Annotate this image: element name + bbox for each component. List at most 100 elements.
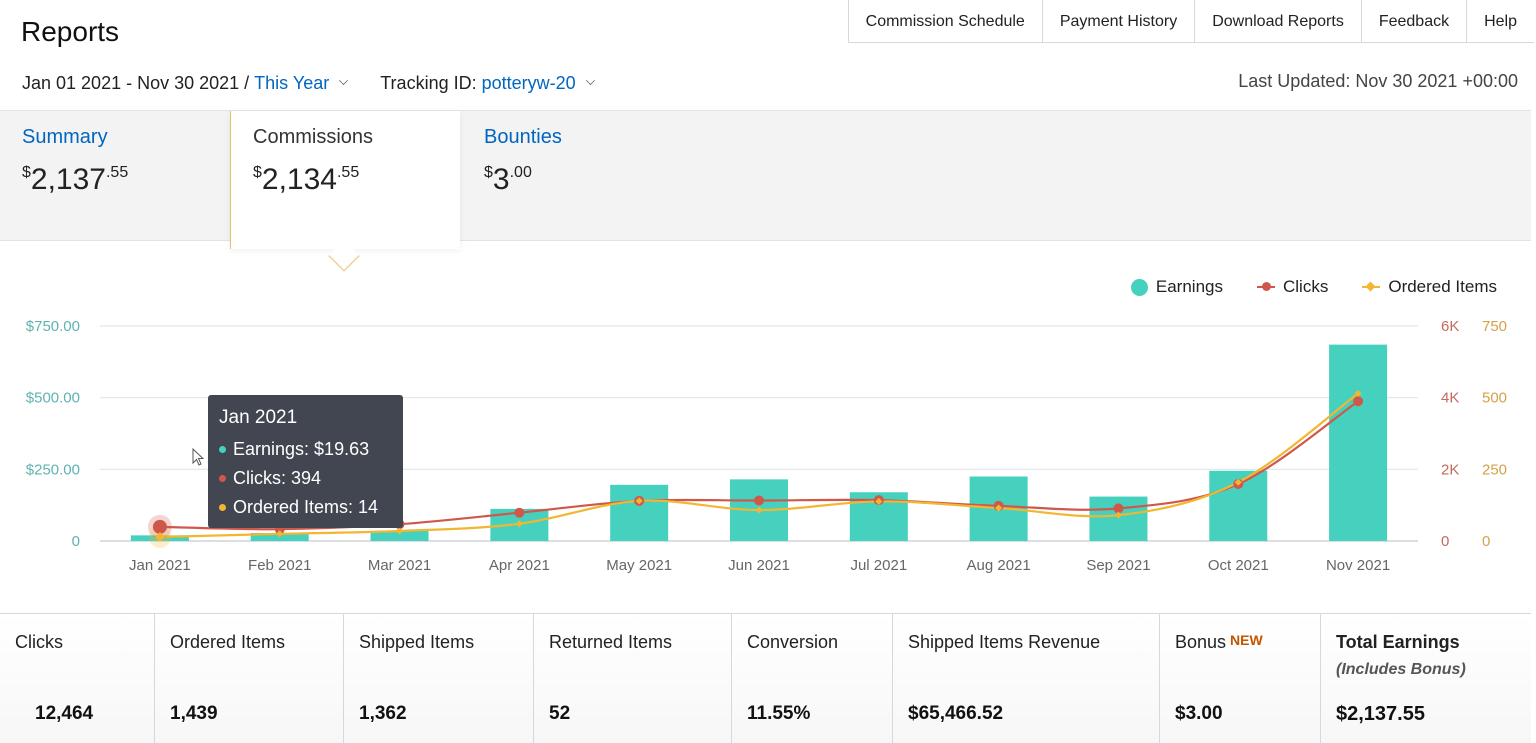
stat-bonus-value: $3.00 [1175,703,1223,724]
stat-shipped-revenue: Shipped Items Revenue $65,466.52 [893,614,1160,743]
ordered-dot-icon [219,504,226,511]
x-tick-label: Nov 2021 [1326,557,1390,574]
x-tick-label: Aug 2021 [967,557,1031,574]
commission-schedule-button[interactable]: Commission Schedule [849,0,1043,43]
ordered-items-point [755,506,763,514]
last-updated: Last Updated: Nov 30 2021 +00:00 [1238,71,1518,91]
earnings-dot-icon [219,446,226,453]
y-right-ordered-tick-label: 500 [1482,390,1507,407]
stat-conversion-value: 11.55% [747,703,811,724]
clicks-dot-icon [219,475,226,482]
x-tick-label: Sep 2021 [1086,557,1150,574]
ordered-items-point [635,497,643,505]
x-tick-label: Mar 2021 [368,557,431,574]
x-tick-label: Apr 2021 [489,557,550,574]
stat-ordered-label: Ordered Items [170,632,286,652]
y-left-tick-label: $500.00 [26,390,80,407]
page-title: Reports [21,16,120,47]
stat-returned-items: Returned Items 52 [534,614,732,743]
y-right-clicks-tick-label: 6K [1441,318,1459,335]
help-button[interactable]: Help [1484,12,1517,30]
tab-commissions[interactable]: Commissions $2,134.55 [230,111,460,249]
x-tick-label: May 2021 [606,557,672,574]
clicks-point [1353,396,1364,407]
stat-clicks: Clicks 12,464 [0,614,155,743]
date-range-text: Jan 01 2021 - Nov 30 2021 / [22,72,255,93]
y-right-clicks-tick-label: 0 [1441,533,1449,550]
new-badge: NEW [1230,632,1263,648]
y-left-tick-label: $750.00 [26,318,80,335]
stat-total-value: $2,137.55 [1336,703,1425,725]
legend-earnings[interactable]: Earnings [1130,277,1223,297]
stat-returned-label: Returned Items [549,632,673,652]
earnings-bar [610,484,669,541]
mouse-cursor-icon [192,448,204,466]
chevron-down-icon[interactable] [585,75,595,85]
stat-shipped-value: 1,362 [359,703,407,724]
feedback-button[interactable]: Feedback [1362,0,1468,43]
period-dropdown[interactable]: This Year [254,72,330,93]
download-reports-button[interactable]: Download Reports [1195,0,1362,43]
legend-clicks[interactable]: Clicks [1257,277,1328,297]
summary-tabs: Summary $2,137.55 Commissions $2,134.55 … [0,110,1531,249]
ordered-items-legend-icon [1362,281,1381,292]
tab-commissions-label: Commissions [253,126,374,148]
stat-total-earnings: Total Earnings (Includes Bonus) $2,137.5… [1321,614,1531,743]
legend-earnings-label: Earnings [1155,277,1223,296]
clicks-point [1113,503,1124,514]
stat-total-sub: (Includes Bonus) [1336,661,1466,678]
ordered-items-point [995,504,1003,512]
y-right-clicks-tick-label: 4K [1441,390,1459,407]
tab-bounties-label: Bounties [484,126,562,148]
tab-commissions-value: $2,134.55 [253,163,360,196]
ordered-items-point [396,527,404,535]
stat-shipped-items: Shipped Items 1,362 [344,614,534,743]
ordered-items-point [276,530,284,538]
tab-summary[interactable]: Summary $2,137.55 [0,111,230,242]
chevron-down-icon[interactable] [339,75,349,85]
stat-returned-value: 52 [549,703,571,724]
stat-conversion-label: Conversion [747,632,839,652]
stat-revenue-label: Shipped Items Revenue [908,632,1101,652]
x-tick-label: Jun 2021 [728,557,790,574]
stat-bonus-label: Bonus [1175,632,1227,652]
y-right-ordered-tick-label: 250 [1482,461,1507,478]
clicks-point [514,507,525,518]
chart-legend: Earnings Clicks Ordered Items [1130,277,1497,297]
ordered-items-point [154,532,165,542]
clicks-point [152,519,167,534]
tooltip-title: Jan 2021 [219,407,298,428]
y-right-clicks-tick-label: 2K [1441,461,1459,478]
x-tick-label: Feb 2021 [248,557,311,574]
tab-bounties[interactable]: Bounties $3.00 [462,111,692,242]
stat-clicks-value: 12,464 [35,703,94,724]
y-right-ordered-tick-label: 750 [1482,318,1507,335]
legend-ordered-label: Ordered Items [1388,277,1497,296]
legend-ordered-items[interactable]: Ordered Items [1362,277,1497,297]
payment-history-button[interactable]: Payment History [1043,0,1196,43]
earnings-bar [1089,496,1148,541]
chart-tooltip: Jan 2021 Earnings: $19.63 Clicks: 394 Or… [208,395,403,528]
y-left-tick-label: 0 [72,533,80,550]
stat-ordered-value: 1,439 [170,703,218,724]
earnings-bar [1329,344,1388,541]
tab-summary-value: $2,137.55 [22,163,129,196]
tab-summary-label: Summary [22,126,108,148]
clicks-point [754,495,764,506]
stat-conversion: Conversion 11.55% [732,614,893,743]
tooltip-clicks: Clicks: 394 [233,468,322,488]
x-tick-label: Oct 2021 [1208,557,1269,574]
stat-clicks-label: Clicks [15,632,63,652]
chart-area: Earnings Clicks Ordered Items 0 0 0 $250.00… [0,241,1531,613]
tracking-id-dropdown[interactable]: potteryw-20 [481,72,576,93]
stat-bonus-label-row: Bonus NEW [1175,632,1305,653]
tooltip-ordered: Ordered Items: 14 [233,497,379,517]
legend-clicks-label: Clicks [1283,277,1329,296]
ordered-items-point [515,520,523,528]
x-tick-label: Jan 2021 [129,557,191,574]
filter-row: Jan 01 2021 - Nov 30 2021 / This Year Tr… [22,70,595,96]
stat-revenue-value: $65,466.52 [908,703,1004,724]
earnings-chart: 0 0 0 $250.00 2K 250 $500.00 4K 500 $750.00 6K 750 J… [26,318,1507,574]
tab-bounties-value: $3.00 [484,163,532,196]
stat-ordered-items: Ordered Items 1,439 [155,614,344,743]
